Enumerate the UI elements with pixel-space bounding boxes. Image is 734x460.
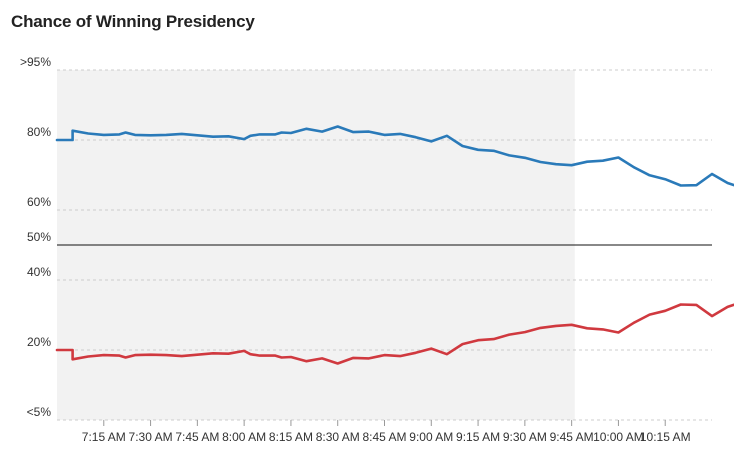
gridline-layer xyxy=(57,69,712,421)
x-tick-label: 9:30 AM xyxy=(503,430,547,444)
y-tick-label: 50% xyxy=(27,230,51,244)
x-tick-label: 7:30 AM xyxy=(129,430,173,444)
y-tick-label-layer: >95% 80% 60% 50% 40% 20% <5% xyxy=(20,55,51,419)
chart-title: Chance of Winning Presidency xyxy=(11,12,255,31)
y-tick-label: >95% xyxy=(20,55,51,69)
x-tick-label: 7:45 AM xyxy=(175,430,219,444)
y-tick-label: 60% xyxy=(27,195,51,209)
x-tick-label: 8:30 AM xyxy=(316,430,360,444)
x-tick-layer: 7:15 AM 7:30 AM 7:45 AM 8:00 AM 8:15 AM 8:30 … xyxy=(82,420,691,444)
x-tick-label: 9:00 AM xyxy=(409,430,453,444)
y-tick-label: 20% xyxy=(27,335,51,349)
x-tick-label: 8:00 AM xyxy=(222,430,266,444)
x-tick-label: 10:00 AM xyxy=(593,430,644,444)
x-tick-label: 8:45 AM xyxy=(362,430,406,444)
y-tick-label: <5% xyxy=(27,405,52,419)
clinton-series-line xyxy=(55,125,734,187)
trump-series-line xyxy=(55,303,734,365)
series-layer xyxy=(55,125,734,365)
y-tick-label: 80% xyxy=(27,125,51,139)
x-tick-label: 9:45 AM xyxy=(550,430,594,444)
y-tick-label: 40% xyxy=(27,265,51,279)
x-tick-label: 10:15 AM xyxy=(640,430,691,444)
x-tick-label: 8:15 AM xyxy=(269,430,313,444)
x-tick-label: 7:15 AM xyxy=(82,430,126,444)
x-tick-label: 9:15 AM xyxy=(456,430,500,444)
